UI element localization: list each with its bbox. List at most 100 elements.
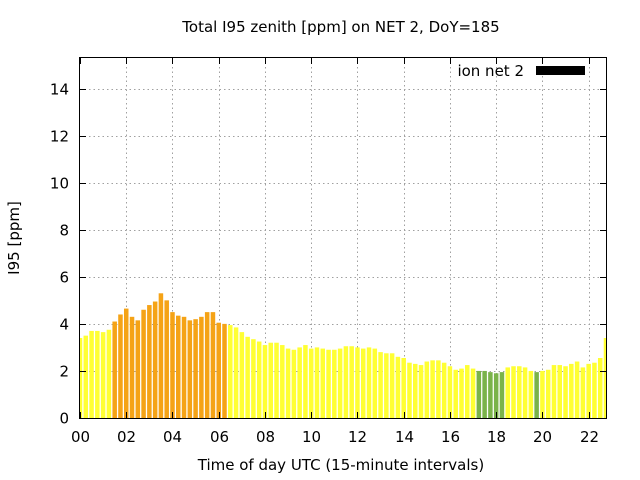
bar [320,348,326,418]
bar [349,346,354,418]
bar [418,365,424,418]
bar [505,367,510,418]
bar [499,372,505,418]
bar [158,293,164,418]
bar [453,369,458,418]
bar [251,339,256,418]
bar [95,330,100,418]
y-tick-label: 10 [50,175,69,193]
x-tick-label: 06 [210,428,229,446]
bar [574,361,580,418]
bar [176,315,181,418]
legend-swatch [536,66,585,75]
bar [193,319,198,418]
bar [262,345,268,418]
bar [395,356,401,418]
bar [517,366,522,418]
legend-label: ion net 2 [457,62,524,80]
bar [545,369,551,418]
y-tick-label: 6 [59,269,69,287]
bar [152,301,158,418]
bar [413,363,418,418]
y-tick-label: 14 [50,81,69,99]
bar [123,308,129,418]
bar [326,349,331,418]
bar [106,329,112,418]
bar [303,345,308,418]
bar [164,300,169,418]
bar [181,316,187,418]
x-tick-label: 22 [580,428,599,446]
bar [424,361,430,418]
bar [366,347,372,418]
bar [256,341,262,418]
bar [488,372,493,418]
x-tick-label: 02 [117,428,136,446]
bar [118,314,123,418]
bar [199,316,204,418]
bar [268,342,273,418]
bar [407,362,412,418]
bar [83,335,89,418]
bar [343,346,349,418]
bar [597,358,603,418]
chart-title: Total I95 zenith [ppm] on NET 2, DoY=185 [181,18,499,36]
bar [476,370,482,418]
bar [187,320,193,418]
legend: ion net 2 [457,62,585,80]
bar [603,338,606,418]
y-tick-label: 4 [59,316,69,334]
bar [314,347,320,418]
bar [401,358,406,418]
bar [222,323,227,418]
y-axis-label: I95 [ppm] [5,201,23,275]
bar [447,366,453,418]
bar [89,330,94,418]
bar [528,370,534,418]
bar [586,363,591,418]
x-tick-label: 04 [163,428,182,446]
y-tick-label: 12 [50,128,69,146]
bar [482,370,487,418]
x-tick-label: 08 [256,428,275,446]
bar [441,362,447,418]
bar [337,348,343,418]
x-tick-label: 18 [487,428,506,446]
bar [540,370,545,418]
bar [551,365,557,418]
bar [592,362,597,418]
bar [291,349,297,418]
bar [239,332,245,418]
bar [360,348,366,418]
bar [285,348,291,418]
bar [465,365,470,418]
bar [308,348,314,418]
bars [80,293,606,418]
bar [210,312,216,418]
y-tick-label: 8 [59,222,69,240]
bar [332,349,337,418]
bar [245,336,250,418]
bar [569,363,574,418]
bar [389,353,395,418]
grid [80,58,606,418]
bar [170,312,175,418]
bar [228,325,233,418]
bar [135,320,141,418]
bar [100,332,106,418]
bar [459,368,464,418]
x-tick-label: 14 [395,428,414,446]
x-tick-label: 16 [441,428,460,446]
bar [436,360,441,418]
bar [297,347,302,418]
bar [112,321,117,418]
bar [384,353,389,418]
bar [355,347,360,418]
x-tick-label: 10 [302,428,321,446]
bar [147,305,152,418]
bar [470,368,476,418]
bar [534,372,539,418]
bar [216,322,221,418]
